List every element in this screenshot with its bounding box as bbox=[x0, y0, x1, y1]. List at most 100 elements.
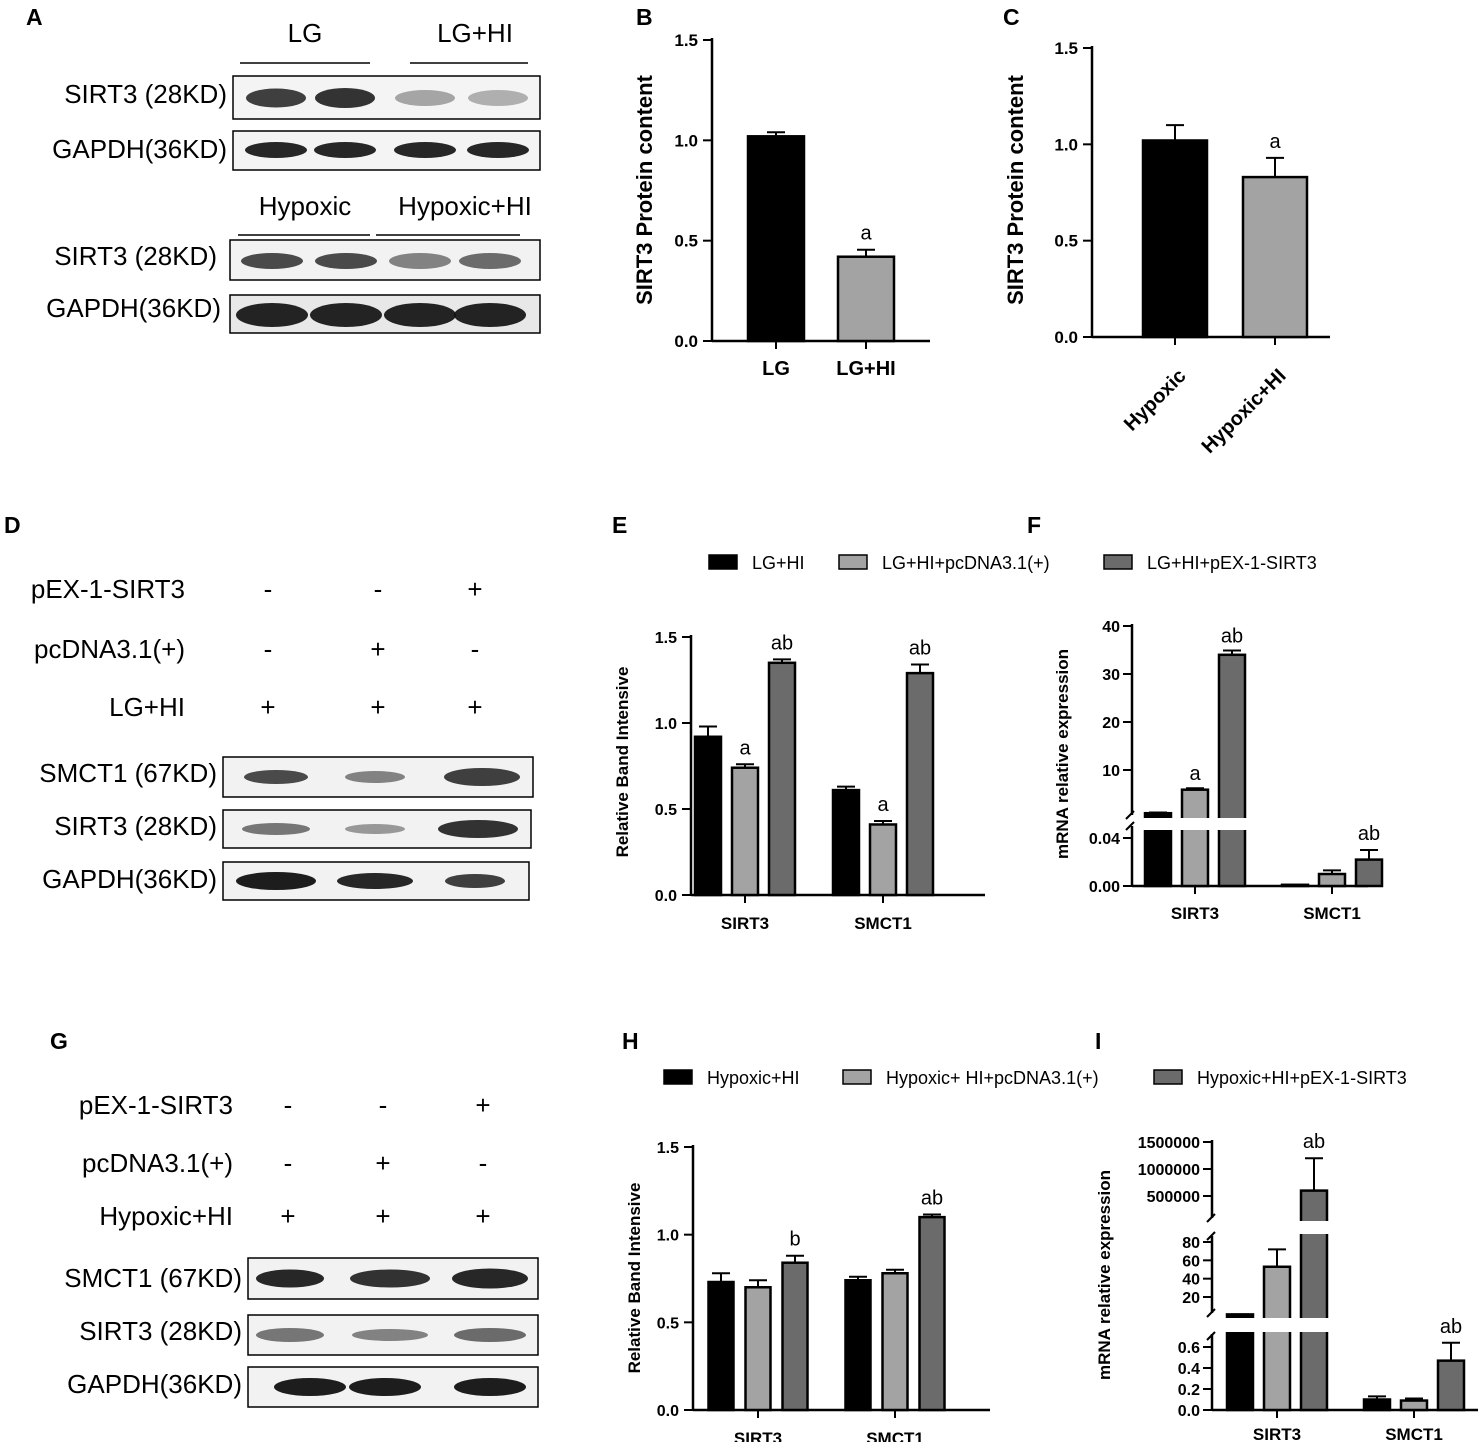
blot-g-condition-mark: + bbox=[280, 1201, 295, 1231]
chart-i-y-tick-label: 60 bbox=[1182, 1253, 1200, 1270]
chart-h-bar bbox=[844, 1279, 872, 1412]
blot-band bbox=[454, 1378, 526, 1396]
chart-c-sig-label: a bbox=[1269, 131, 1281, 153]
chart-e-bar bbox=[767, 661, 797, 897]
chart-i-y-tick-label: 0.2 bbox=[1178, 1382, 1200, 1399]
chart-e-y-tick-label: 0.0 bbox=[655, 888, 677, 905]
blot-g-condition-mark: - bbox=[379, 1090, 388, 1120]
blot-band bbox=[454, 1328, 526, 1342]
chart-c-bar bbox=[1141, 139, 1209, 339]
blot-g-condition-mark: + bbox=[375, 1201, 390, 1231]
chart-e-bar bbox=[868, 823, 898, 897]
panel-label-h: H bbox=[622, 1028, 639, 1054]
chart-f-y-tick-label: 40 bbox=[1102, 619, 1120, 636]
blot-band bbox=[452, 1268, 528, 1289]
blot-d-condition-label: pEX-1-SIRT3 bbox=[31, 574, 185, 604]
chart-f-x-tick-label: SIRT3 bbox=[1171, 904, 1219, 923]
blot-g-condition-label: pEX-1-SIRT3 bbox=[79, 1090, 233, 1120]
blot-band bbox=[445, 874, 505, 888]
chart-e-y-tick-label: 1.5 bbox=[655, 630, 677, 647]
chart-e-sig-label: a bbox=[739, 737, 751, 759]
chart-i-y-tick-label: 20 bbox=[1182, 1290, 1200, 1307]
chart-f-y-tick-label: 0.00 bbox=[1089, 879, 1120, 896]
chart-f-sig-label: ab bbox=[1358, 823, 1380, 845]
legend-ef-label: LG+HI+pEX-1-SIRT3 bbox=[1147, 553, 1317, 573]
blot-d-condition-label: LG+HI bbox=[109, 692, 185, 722]
chart-f-bar-break bbox=[1179, 818, 1211, 830]
chart-f-y-tick-label: 20 bbox=[1102, 715, 1120, 732]
blot-band bbox=[350, 1269, 430, 1288]
blot-a-row-label: SIRT3 (28KD) bbox=[64, 79, 227, 109]
chart-i-bar-break bbox=[1298, 1221, 1330, 1234]
blot-band bbox=[315, 88, 375, 108]
blot-d-condition-mark: + bbox=[370, 692, 385, 722]
chart-h-bar bbox=[781, 1261, 809, 1412]
chart-c-bar bbox=[1241, 175, 1309, 339]
chart-f-axis-break bbox=[1125, 821, 1135, 831]
chart-b-sig-label: a bbox=[860, 223, 872, 245]
chart-b-y-tick-label: 0.0 bbox=[674, 332, 698, 351]
chart-b-y-tick-label: 1.5 bbox=[674, 31, 698, 50]
chart-i-x-tick-label: SMCT1 bbox=[1385, 1425, 1443, 1442]
chart-h-y-tick-label: 0.5 bbox=[657, 1315, 679, 1332]
blot-band bbox=[454, 303, 526, 327]
chart-i-x-tick-label: SIRT3 bbox=[1253, 1425, 1301, 1442]
chart-i-bar bbox=[1399, 1399, 1429, 1412]
chart-c-y-tick-label: 0.0 bbox=[1054, 328, 1078, 347]
chart-e-x-tick-label: SIRT3 bbox=[721, 914, 769, 933]
chart-f-bar bbox=[1180, 788, 1210, 888]
chart-e-sig-label: ab bbox=[909, 638, 931, 660]
chart-i-bar-break bbox=[1298, 1318, 1330, 1332]
chart-b-y-tick-label: 0.5 bbox=[674, 232, 698, 251]
blot-g-condition-mark: + bbox=[475, 1090, 490, 1120]
chart-h-sig-label: b bbox=[789, 1229, 800, 1251]
chart-b-y-tick-label: 1.0 bbox=[674, 131, 698, 150]
blot-band bbox=[389, 253, 451, 269]
chart-i-bar bbox=[1362, 1398, 1392, 1412]
chart-h-x-tick-label: SMCT1 bbox=[866, 1429, 924, 1442]
legend-hi-label: Hypoxic+HI bbox=[707, 1068, 800, 1088]
chart-e-bar bbox=[905, 671, 935, 897]
blot-a-row-label: SIRT3 (28KD) bbox=[54, 241, 217, 271]
chart-f-bar-break bbox=[1216, 818, 1248, 830]
blot-a-group-lg-hi: LG+HI bbox=[437, 18, 513, 48]
blot-g-row-label: GAPDH(36KD) bbox=[67, 1369, 242, 1399]
panel-label-d: D bbox=[4, 512, 21, 538]
chart-f-sig-label: a bbox=[1189, 763, 1201, 785]
chart-e-y-title: Relative Band Intensive bbox=[613, 667, 632, 858]
blot-d-condition-mark: - bbox=[264, 634, 273, 664]
blot-band bbox=[459, 253, 521, 269]
chart-f-bar bbox=[1354, 858, 1384, 888]
blot-a-row-label: GAPDH(36KD) bbox=[46, 293, 221, 323]
chart-e-bar bbox=[693, 735, 723, 897]
chart-i-bar-break bbox=[1261, 1318, 1293, 1332]
panel-label-e: E bbox=[612, 512, 627, 538]
chart-i-y-title: mRNA relative expression bbox=[1095, 1170, 1114, 1380]
chart-i-y-tick-label: 0.0 bbox=[1178, 1403, 1200, 1420]
chart-f-sig-label: ab bbox=[1221, 625, 1243, 647]
blot-d-condition-mark: + bbox=[260, 692, 275, 722]
chart-f-bar-break bbox=[1142, 818, 1174, 830]
chart-i-bar bbox=[1436, 1359, 1466, 1412]
blot-band bbox=[345, 771, 405, 783]
chart-c-y-tick-label: 1.0 bbox=[1054, 135, 1078, 154]
chart-i-axis-break bbox=[1206, 1213, 1216, 1223]
chart-i-axis-break bbox=[1206, 1308, 1216, 1318]
blot-g-condition-mark: + bbox=[475, 1201, 490, 1231]
chart-e-sig-label: a bbox=[877, 794, 889, 816]
legend-hi-swatch bbox=[842, 1069, 872, 1085]
blot-g-condition-mark: - bbox=[479, 1148, 488, 1178]
blot-g-row-label: SMCT1 (67KD) bbox=[64, 1263, 242, 1293]
chart-h-bar bbox=[744, 1286, 772, 1412]
chart-i-bar bbox=[1262, 1265, 1292, 1412]
chart-c-y-tick-label: 1.5 bbox=[1054, 39, 1078, 58]
legend-ef-swatch bbox=[1103, 554, 1133, 570]
chart-i-y-tick-label: 1500000 bbox=[1138, 1135, 1200, 1152]
legend-ef-swatch bbox=[708, 554, 738, 570]
blot-band bbox=[337, 873, 413, 889]
chart-i-bar-break bbox=[1224, 1318, 1256, 1332]
chart-b-x-tick-label: LG+HI bbox=[836, 358, 895, 380]
blot-a-group-lg: LG bbox=[288, 18, 323, 48]
blot-band bbox=[245, 142, 307, 158]
blot-band bbox=[352, 1329, 428, 1341]
